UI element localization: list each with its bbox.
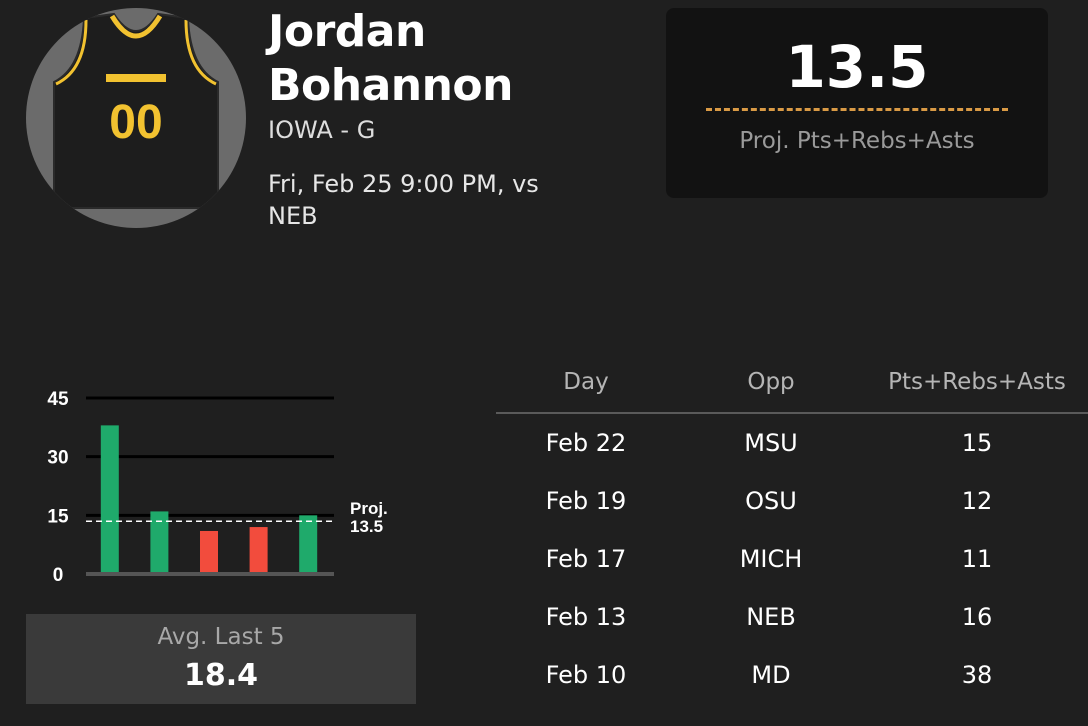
cell-stat: 15 bbox=[961, 429, 993, 457]
table-row: Feb 10 MD 38 bbox=[496, 646, 1088, 704]
last-5-chart: 0 15 30 45 Proj. 13.5 bbox=[20, 380, 420, 594]
y-tick-label: 30 bbox=[47, 448, 68, 469]
cell-opp: MICH bbox=[739, 545, 803, 573]
cell-day: Feb 13 bbox=[545, 603, 627, 631]
cell-day: Feb 22 bbox=[545, 429, 627, 457]
game-log-table: Day Opp Pts+Rebs+Asts Feb 22 MSU 15 Feb … bbox=[496, 356, 1088, 704]
header-opp: Opp bbox=[747, 369, 795, 395]
cell-stat: 16 bbox=[961, 603, 993, 631]
jersey-number: 00 bbox=[109, 96, 162, 149]
y-tick-label: 15 bbox=[47, 506, 69, 527]
projection-line-value: 13.5 bbox=[350, 517, 383, 536]
cell-day: Feb 17 bbox=[545, 545, 627, 573]
chart-bar-feb-13 bbox=[150, 511, 169, 572]
chart-bar-feb-19 bbox=[249, 527, 268, 572]
chart-bar-feb-22 bbox=[299, 515, 318, 572]
y-tick-label: 45 bbox=[47, 389, 69, 410]
jersey-icon: 00 bbox=[53, 12, 219, 209]
player-last-name: Bohannon bbox=[268, 60, 513, 111]
cell-day: Feb 10 bbox=[545, 661, 627, 689]
cell-day: Feb 19 bbox=[545, 487, 627, 515]
chart-bar-feb-10 bbox=[100, 425, 119, 572]
projection-card: 13.5 Proj. Pts+Rebs+Asts bbox=[666, 8, 1048, 198]
chart-bar-feb-17 bbox=[200, 530, 218, 572]
cell-opp: OSU bbox=[745, 487, 797, 515]
table-header: Day Opp Pts+Rebs+Asts bbox=[496, 356, 1088, 414]
header-stat: Pts+Rebs+Asts bbox=[888, 369, 1066, 395]
game-info: Fri, Feb 25 9:00 PM, vs NEB bbox=[268, 170, 539, 230]
cell-opp: MSU bbox=[744, 429, 798, 457]
cell-stat: 11 bbox=[961, 545, 993, 573]
projection-divider bbox=[706, 108, 1008, 111]
table-row: Feb 17 MICH 11 bbox=[496, 530, 1088, 588]
player-first-name: Jordan bbox=[268, 6, 426, 57]
team-position: IOWA - G bbox=[268, 116, 376, 144]
player-avatar: 00 bbox=[26, 8, 246, 228]
cell-stat: 38 bbox=[961, 661, 993, 689]
projection-label: Proj. Pts+Rebs+Asts bbox=[739, 128, 975, 154]
projection-value: 13.5 bbox=[785, 33, 929, 101]
table-row: Feb 19 OSU 12 bbox=[496, 472, 1088, 530]
table-row: Feb 22 MSU 15 bbox=[496, 414, 1088, 472]
bar-chart: 0 15 30 45 Proj.13.5 bbox=[47, 389, 388, 586]
projection-line-label: Proj. bbox=[350, 499, 388, 518]
y-tick-label: 0 bbox=[53, 565, 64, 586]
cell-stat: 12 bbox=[961, 487, 993, 515]
header-day: Day bbox=[563, 369, 609, 395]
average-value: 18.4 bbox=[183, 658, 259, 693]
cell-opp: NEB bbox=[746, 603, 796, 631]
average-label: Avg. Last 5 bbox=[157, 624, 285, 650]
average-box: Avg. Last 5 18.4 bbox=[26, 614, 416, 704]
table-row: Feb 13 NEB 16 bbox=[496, 588, 1088, 646]
cell-opp: MD bbox=[751, 661, 791, 689]
